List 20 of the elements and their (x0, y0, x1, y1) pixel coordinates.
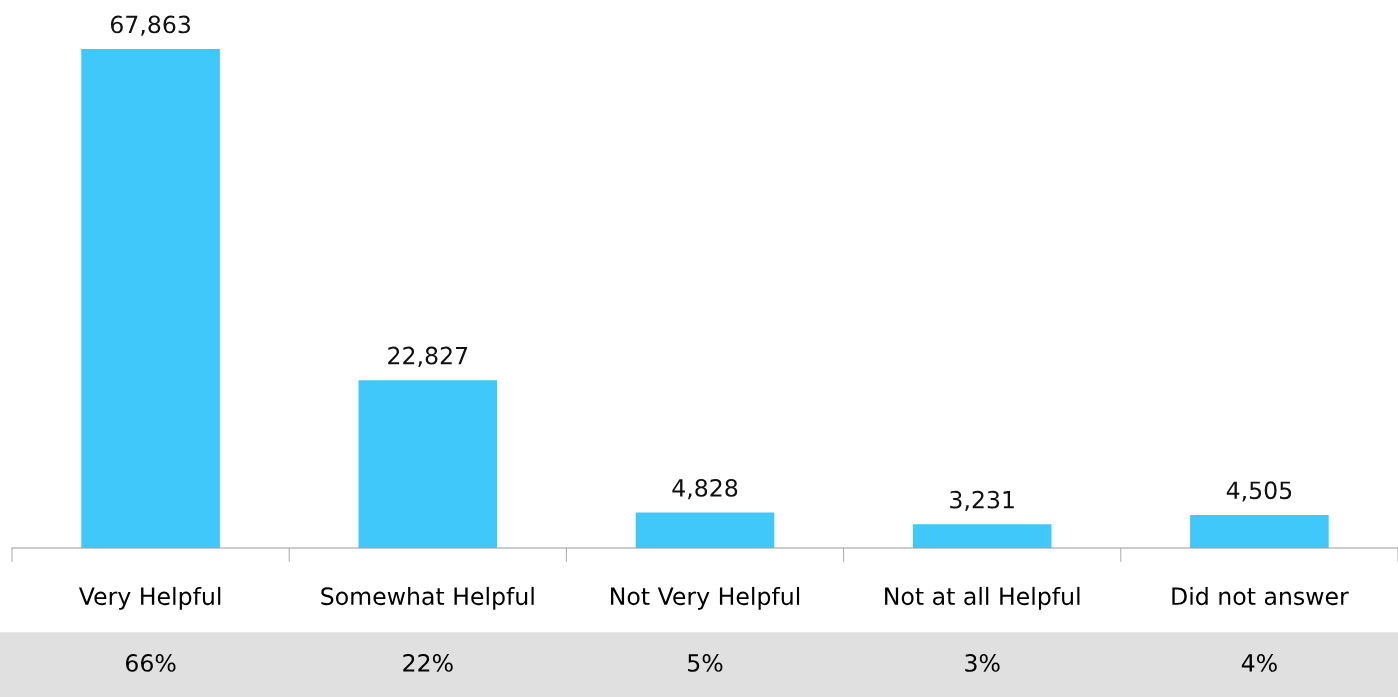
text: 22% (403, 653, 453, 672)
x-tick-label: Not at all Helpful (885, 586, 1080, 610)
text: 4% (1241, 653, 1277, 672)
x-tick-label: Very Helpful (78, 586, 221, 610)
text: 3% (965, 653, 1000, 672)
data-label: 3,231 (950, 490, 1014, 511)
x-tick-label: Not Very Helpful (611, 586, 800, 610)
bar (81, 49, 220, 548)
data-label: 67,863 (110, 15, 191, 36)
bar (358, 380, 498, 548)
data-label: 4,505 (1226, 481, 1292, 502)
bar (635, 512, 775, 548)
text: 5% (688, 653, 723, 672)
x-tick-label: Somewhat Helpful (321, 586, 534, 610)
bar (912, 524, 1052, 548)
x-tick-label: Did not answer (1172, 586, 1349, 606)
text: 66% (126, 653, 176, 672)
data-label: 4,828 (672, 478, 738, 500)
bar (1190, 514, 1329, 548)
data-label: 22,827 (388, 346, 468, 367)
